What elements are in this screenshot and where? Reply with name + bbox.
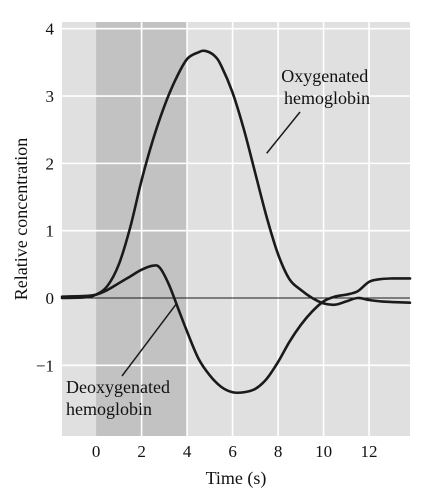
x-tick-label: 2 [137,442,146,461]
deoxygenated-annotation-line-1: Deoxygenated [66,377,170,397]
y-tick-label: 2 [46,154,55,173]
oxygenated-leader-line [266,111,301,154]
deoxygenated-leader-line [121,304,177,377]
y-tick-label: 0 [46,289,55,308]
y-axis-label: Relative concentration [11,138,31,300]
gridlines [62,22,410,436]
x-tick-label: 0 [92,442,101,461]
deoxygenated-annotation-line-2: hemoglobin [66,399,152,419]
y-tick-label: 1 [46,222,55,241]
oxygenated-annotation-line-1: Oxygenated [281,66,368,86]
x-tick-label: 4 [183,442,192,461]
x-tick-label: 6 [228,442,237,461]
deoxygenated-annotation: Deoxygenated hemoglobin [66,377,174,419]
annotation-leaders [121,111,301,377]
x-tick-label: 10 [315,442,332,461]
x-tick-label: 12 [361,442,378,461]
y-tick-label: 4 [46,20,55,39]
x-axis-label: Time (s) [206,468,267,489]
oxygenated-annotation: Oxygenated hemoglobin [281,66,372,108]
series-layer [60,49,412,395]
y-tick-label: −1 [36,356,54,375]
x-tick-label: 8 [274,442,283,461]
oxygenated-hemoglobin-line [60,49,412,307]
oxygenated-annotation-line-2: hemoglobin [284,88,370,108]
y-tick-label: 3 [46,87,55,106]
deoxygenated-hemoglobin-line [60,264,412,395]
